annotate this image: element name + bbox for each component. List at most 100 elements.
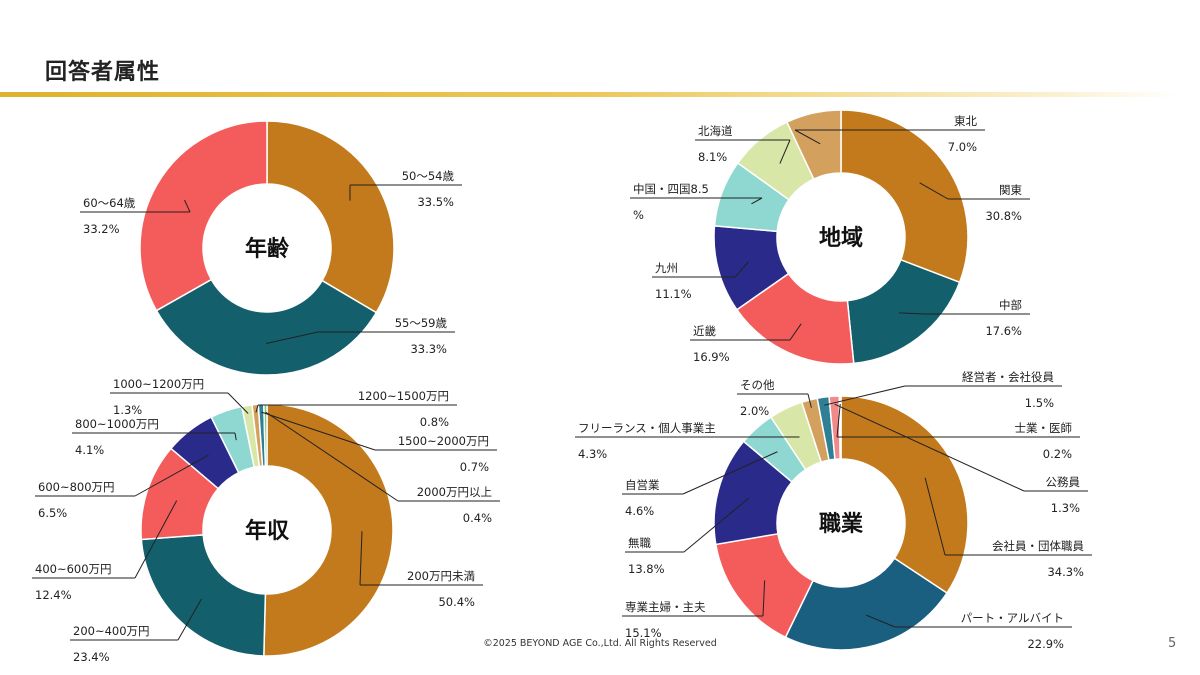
slice-label: 近畿 16.9% (693, 325, 730, 364)
leader-line (682, 451, 778, 495)
slice-label: 800~1000万円 4.1% (75, 418, 159, 457)
leader-line (234, 432, 237, 441)
leader-line (924, 477, 946, 556)
slice-label: 1000~1200万円 1.3% (113, 377, 205, 417)
leader-line (836, 403, 841, 438)
slice-label: 50～54歳 33.5% (401, 169, 454, 209)
donut-slice (846, 258, 961, 365)
slice-label: 無職 13.8% (628, 536, 665, 576)
donut-slice (840, 395, 969, 595)
slice-label-name: 専業主婦・主夫 (625, 600, 706, 614)
leader-line (359, 531, 363, 586)
leader-line (762, 580, 766, 617)
leader-line (134, 500, 178, 579)
slice-label: 中国・四国8.5% (633, 182, 709, 222)
slice-label-name: パート・アルバイト (960, 611, 1064, 625)
slice-label: 600~800万円 6.5% (38, 480, 115, 520)
leader-line (779, 139, 791, 164)
slice-label-value: 33.2% (83, 222, 120, 236)
slice-label-value: 22.9% (1027, 637, 1064, 651)
slice-label-value: 33.3% (410, 342, 447, 356)
slice-label: 北海道 8.1% (698, 124, 733, 164)
slice-label: 会社員・団体職員 34.3% (992, 539, 1084, 579)
leader-line (866, 614, 896, 628)
leader-line (899, 312, 926, 315)
donut-chart-0: 年齢 (139, 120, 395, 376)
leader-line (834, 403, 1025, 492)
slice-label-value: 0.4% (462, 511, 492, 525)
donut-chart-1: 地域 (713, 109, 969, 365)
leader-line (265, 331, 319, 344)
slice-label-name: 600~800万円 (38, 480, 115, 494)
slice-label-value: 50.4% (438, 595, 475, 609)
leader-line (184, 199, 191, 213)
slice-label-name: 400~600万円 (35, 562, 112, 576)
page-title: 回答者属性 (45, 60, 161, 85)
donut-slice (155, 278, 378, 376)
slice-label-value: 15.1% (625, 626, 662, 640)
leader-line (683, 497, 750, 553)
leader-line (789, 323, 802, 341)
slice-label-value: 17.6% (985, 324, 1022, 338)
slice-label: 東北 7.0% (948, 114, 977, 154)
slice-label: その他 2.0% (740, 378, 775, 418)
donut-chart-2: 年収 (140, 403, 394, 657)
slice-label: 専業主婦・主夫 15.1% (625, 600, 706, 640)
slice-label-name: 中国・四国8.5 (633, 182, 709, 196)
slice-label: 1500~2000万円 0.7% (397, 434, 489, 474)
copyright-footer: ©2025 BEYOND AGE Co.,Ltd. All Rights Res… (483, 638, 717, 649)
slice-label-value: 0.7% (459, 460, 489, 474)
slice-label-name: 中部 (999, 298, 1022, 312)
donut-center-title: 年収 (245, 518, 290, 544)
slice-label-name: 無職 (628, 536, 651, 550)
slice-label: 公務員 1.3% (1045, 475, 1081, 515)
donut-center-title: 職業 (819, 511, 864, 537)
donut-slice (263, 403, 394, 657)
slice-label-value: 6.5% (38, 506, 68, 520)
page-number: 5 (1168, 636, 1177, 651)
leader-line (824, 385, 906, 406)
slice-label-name: 自営業 (625, 478, 660, 492)
donut-slice (139, 120, 268, 312)
slice-label-value: 30.8% (985, 209, 1022, 223)
slice-label: 経営者・会社役員 1.5% (962, 371, 1054, 410)
leader-line (227, 392, 249, 414)
slice-label-name: 50～54歳 (401, 169, 454, 183)
slice-label: パート・アルバイト 22.9% (960, 611, 1064, 651)
slice-label-name: 東北 (954, 114, 977, 128)
slice-label: 士業・医師 0.2% (1015, 422, 1073, 461)
slice-label: 55～59歳 33.3% (395, 317, 447, 356)
leader-line (177, 598, 202, 641)
slice-label-value: 8.1% (698, 150, 728, 164)
leader-line (261, 411, 376, 451)
slice-label-value: 1.3% (113, 403, 143, 417)
slice-label-value: 4.6% (625, 504, 655, 518)
donut-slice (785, 109, 842, 181)
slice-label-name: 1000~1200万円 (113, 377, 205, 391)
slice-label-name: 会社員・団体職員 (992, 539, 1084, 553)
slice-label-name: 2000万円以上 (416, 485, 492, 499)
slice-label-name: 北海道 (698, 124, 733, 138)
slice-label: 200~400万円 23.4% (73, 625, 150, 664)
slice-label-name: その他 (740, 378, 775, 392)
slice-label-value: 12.4% (35, 588, 72, 602)
slice-label-value: 23.4% (73, 650, 110, 664)
slice-label-name: 1500~2000万円 (397, 434, 489, 448)
leader-line (919, 182, 949, 200)
slice-label: 200万円未満 50.4% (407, 570, 475, 609)
slice-label: 1200~1500万円 0.8% (358, 390, 449, 429)
donut-chart-3: 職業 (713, 395, 969, 651)
slice-label-value: 33.5% (417, 195, 454, 209)
slice-label-value: 0.8% (419, 415, 449, 429)
slice-label: 60～64歳 33.2% (83, 197, 135, 236)
slice-label-value: 1.5% (1024, 396, 1054, 410)
slice-label-value: 0.2% (1042, 447, 1072, 461)
slice-label: フリーランス・個人事業主 4.3% (578, 422, 716, 461)
donut-slice (266, 120, 395, 314)
leader-line (255, 404, 259, 413)
slice-label-value: 13.8% (628, 562, 665, 576)
slice-label: 自営業 4.6% (625, 478, 660, 518)
slice-label-name: 公務員 (1045, 475, 1081, 489)
leader-line (794, 129, 821, 145)
slice-label-value: 2.0% (740, 404, 770, 418)
